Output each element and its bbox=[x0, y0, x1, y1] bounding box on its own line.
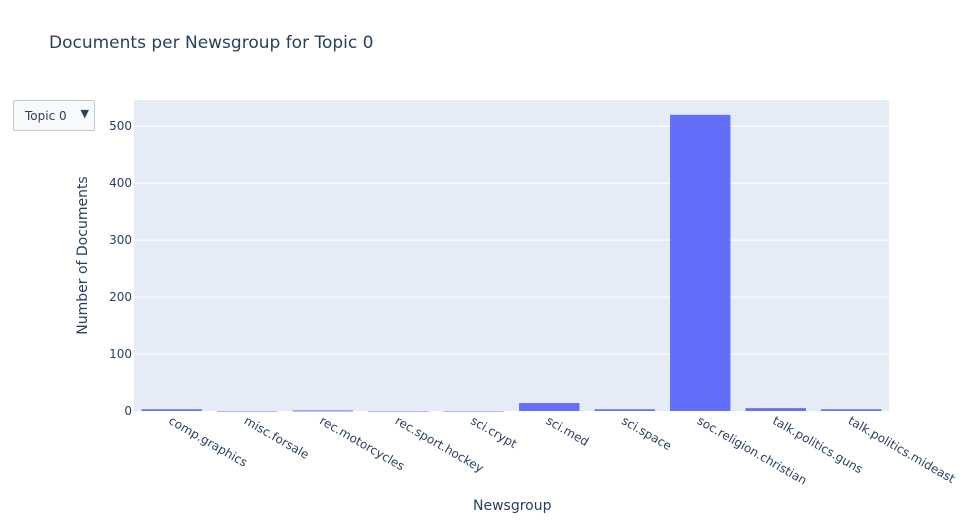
x-axis-label: Newsgroup bbox=[473, 498, 552, 514]
y-tick-label: 100 bbox=[109, 347, 132, 361]
topic-dropdown-label: Topic 0 bbox=[25, 109, 67, 123]
bar-rec-sport-hockey[interactable] bbox=[368, 411, 429, 412]
y-tick-labels: 0 100 200 300 400 500 bbox=[109, 119, 132, 418]
bar-sci-crypt[interactable] bbox=[443, 411, 504, 412]
topic-dropdown[interactable]: Topic 0 ▼ bbox=[13, 100, 95, 131]
plot-background bbox=[134, 100, 889, 411]
bar-talk-politics-guns[interactable] bbox=[745, 408, 806, 411]
y-axis-label: Number of Documents bbox=[75, 176, 91, 334]
bar-sci-space[interactable] bbox=[594, 409, 655, 411]
bar-sci-med[interactable] bbox=[519, 403, 580, 411]
bar-comp-graphics[interactable] bbox=[141, 409, 202, 411]
bar-talk-politics-mideast[interactable] bbox=[821, 409, 882, 411]
bar-rec-motorcycles[interactable] bbox=[292, 410, 353, 412]
y-tick-label: 500 bbox=[109, 119, 132, 133]
bar-soc-religion-christian[interactable] bbox=[670, 114, 731, 412]
x-tick-label: talk.politics.mideast bbox=[846, 413, 958, 486]
bars bbox=[141, 114, 882, 412]
chart-title: Documents per Newsgroup for Topic 0 bbox=[49, 33, 374, 53]
chevron-down-icon: ▼ bbox=[80, 107, 89, 120]
bar-misc-forsale[interactable] bbox=[217, 411, 278, 412]
y-tick-label: 400 bbox=[109, 176, 132, 190]
grid-lines bbox=[134, 125, 889, 355]
x-tick-label: misc.forsale bbox=[242, 413, 312, 461]
x-tick-label: comp.graphics bbox=[166, 413, 250, 469]
x-tick-label: sci.space bbox=[619, 413, 674, 453]
y-tick-label: 0 bbox=[124, 404, 132, 418]
x-tick-label: sci.med bbox=[544, 413, 591, 448]
y-tick-label: 300 bbox=[109, 233, 132, 247]
x-tick-label: sci.crypt bbox=[468, 413, 519, 451]
y-tick-label: 200 bbox=[109, 290, 132, 304]
